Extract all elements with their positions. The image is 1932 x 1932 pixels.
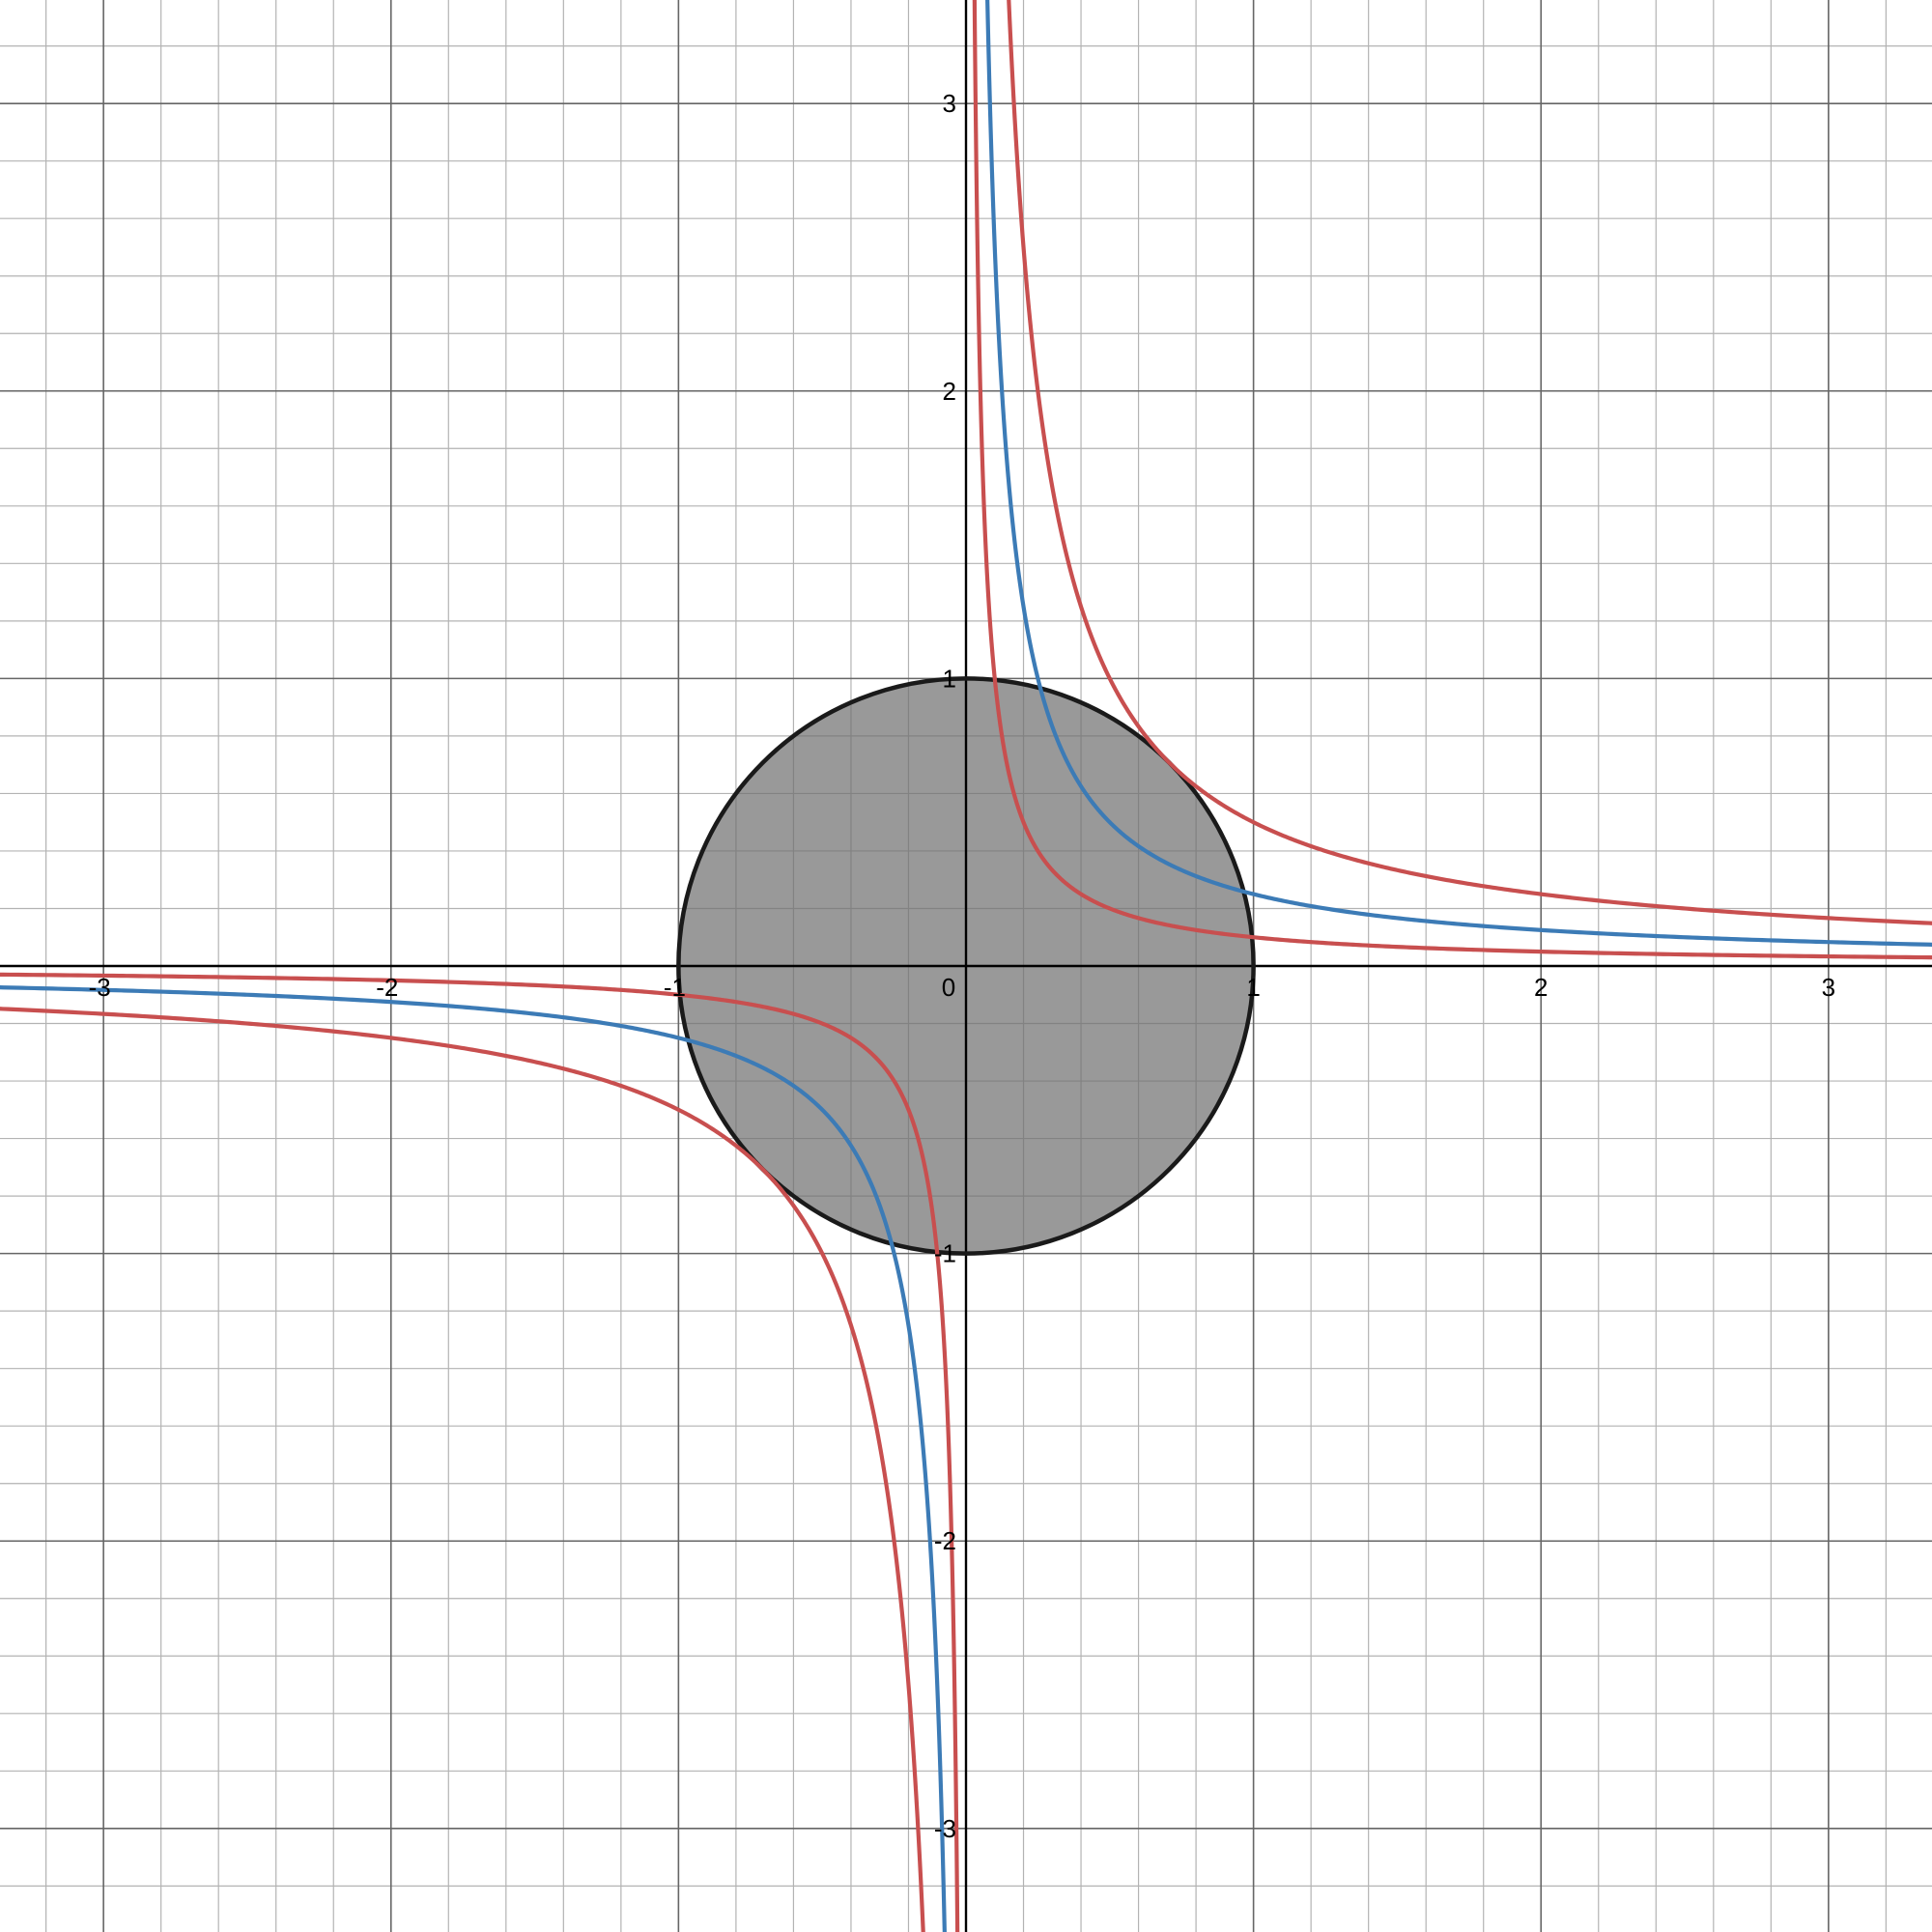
y-tick-label: -1	[934, 1239, 956, 1268]
curve-k-0_25-positive-branch	[985, 0, 1932, 947]
curve-k-0_1-negative-branch	[0, 972, 960, 1932]
y-tick-label: -2	[934, 1526, 956, 1555]
x-tick-label: 1	[1246, 973, 1260, 1002]
y-tick-label: 1	[943, 664, 956, 693]
curve-k-0_1-positive-branch	[972, 0, 1932, 960]
tick-labels: -3 -2 -1 0 1 2 3 3 2 1 -1 -2 -3	[89, 89, 1836, 1843]
x-tick-label: -2	[376, 973, 398, 1002]
x-tick-label: -3	[89, 973, 111, 1002]
y-tick-label: -3	[934, 1814, 956, 1843]
curve-k-0_25-negative-branch	[0, 985, 947, 1932]
y-tick-label: 3	[943, 89, 956, 118]
x-tick-label: 3	[1822, 973, 1835, 1002]
unit-disk-outline	[676, 676, 1256, 1256]
x-tick-label: 2	[1534, 973, 1548, 1002]
x-tick-label: -1	[664, 973, 686, 1002]
curve-k-0_5-positive-branch	[1007, 0, 1932, 925]
y-tick-label: 2	[943, 377, 956, 406]
x-tick-label: 0	[942, 973, 955, 1002]
curve-k-0_5-negative-branch	[0, 1007, 925, 1932]
